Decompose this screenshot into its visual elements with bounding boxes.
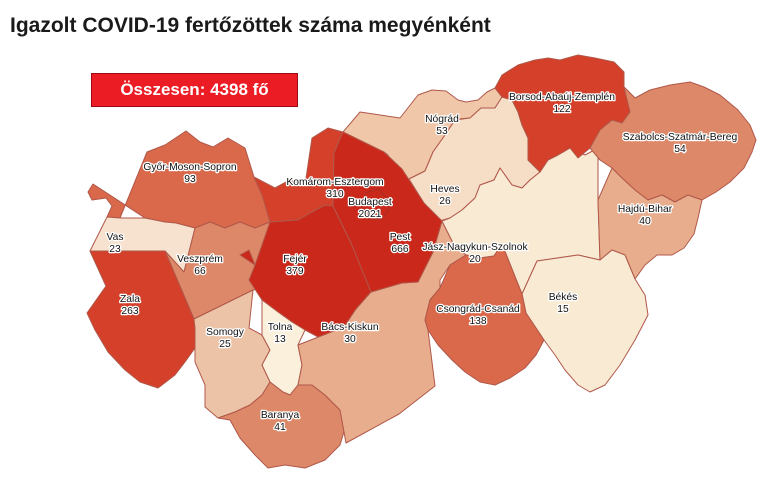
svg-text:66: 66 — [194, 266, 206, 277]
svg-text:Komárom-Esztergom: Komárom-Esztergom — [286, 177, 383, 188]
svg-text:13: 13 — [274, 334, 286, 345]
svg-text:Győr-Moson-Sopron: Győr-Moson-Sopron — [143, 162, 237, 173]
svg-text:Csongrád-Csanád: Csongrád-Csanád — [436, 304, 520, 315]
svg-text:25: 25 — [219, 339, 231, 350]
svg-text:93: 93 — [184, 174, 196, 185]
svg-text:2021: 2021 — [359, 209, 382, 220]
svg-text:Heves: Heves — [430, 184, 459, 195]
svg-text:Somogy: Somogy — [206, 327, 245, 338]
svg-text:20: 20 — [469, 254, 481, 265]
svg-text:Vas: Vas — [107, 232, 124, 243]
svg-text:379: 379 — [286, 266, 303, 277]
svg-text:Veszprém: Veszprém — [177, 254, 223, 265]
svg-text:666: 666 — [391, 244, 408, 255]
svg-text:54: 54 — [674, 144, 686, 155]
svg-text:Fejér: Fejér — [283, 254, 307, 265]
svg-text:122: 122 — [553, 104, 570, 115]
svg-text:Borsod-Abaúj-Zemplén: Borsod-Abaúj-Zemplén — [509, 92, 615, 103]
svg-text:138: 138 — [469, 316, 486, 327]
svg-text:310: 310 — [326, 189, 343, 200]
svg-text:53: 53 — [436, 126, 448, 137]
svg-text:Hajdú-Bihar: Hajdú-Bihar — [618, 204, 673, 215]
svg-text:30: 30 — [344, 334, 356, 345]
svg-text:26: 26 — [439, 196, 451, 207]
svg-text:23: 23 — [109, 244, 121, 255]
svg-text:Baranya: Baranya — [261, 410, 300, 421]
svg-text:Pest: Pest — [390, 232, 411, 243]
svg-text:Békés: Békés — [549, 292, 578, 303]
svg-text:41: 41 — [274, 422, 286, 433]
svg-text:Szabolcs-Szatmár-Bereg: Szabolcs-Szatmár-Bereg — [623, 132, 738, 143]
svg-text:40: 40 — [639, 216, 651, 227]
svg-text:15: 15 — [557, 304, 569, 315]
svg-text:Bács-Kiskun: Bács-Kiskun — [321, 322, 378, 333]
svg-text:Zala: Zala — [120, 294, 140, 305]
svg-text:Jász-Nagykun-Szolnok: Jász-Nagykun-Szolnok — [422, 242, 528, 253]
svg-text:Tolna: Tolna — [268, 322, 293, 333]
svg-text:Budapest: Budapest — [348, 197, 392, 208]
svg-text:Nógrád: Nógrád — [425, 114, 459, 125]
svg-text:263: 263 — [121, 306, 138, 317]
